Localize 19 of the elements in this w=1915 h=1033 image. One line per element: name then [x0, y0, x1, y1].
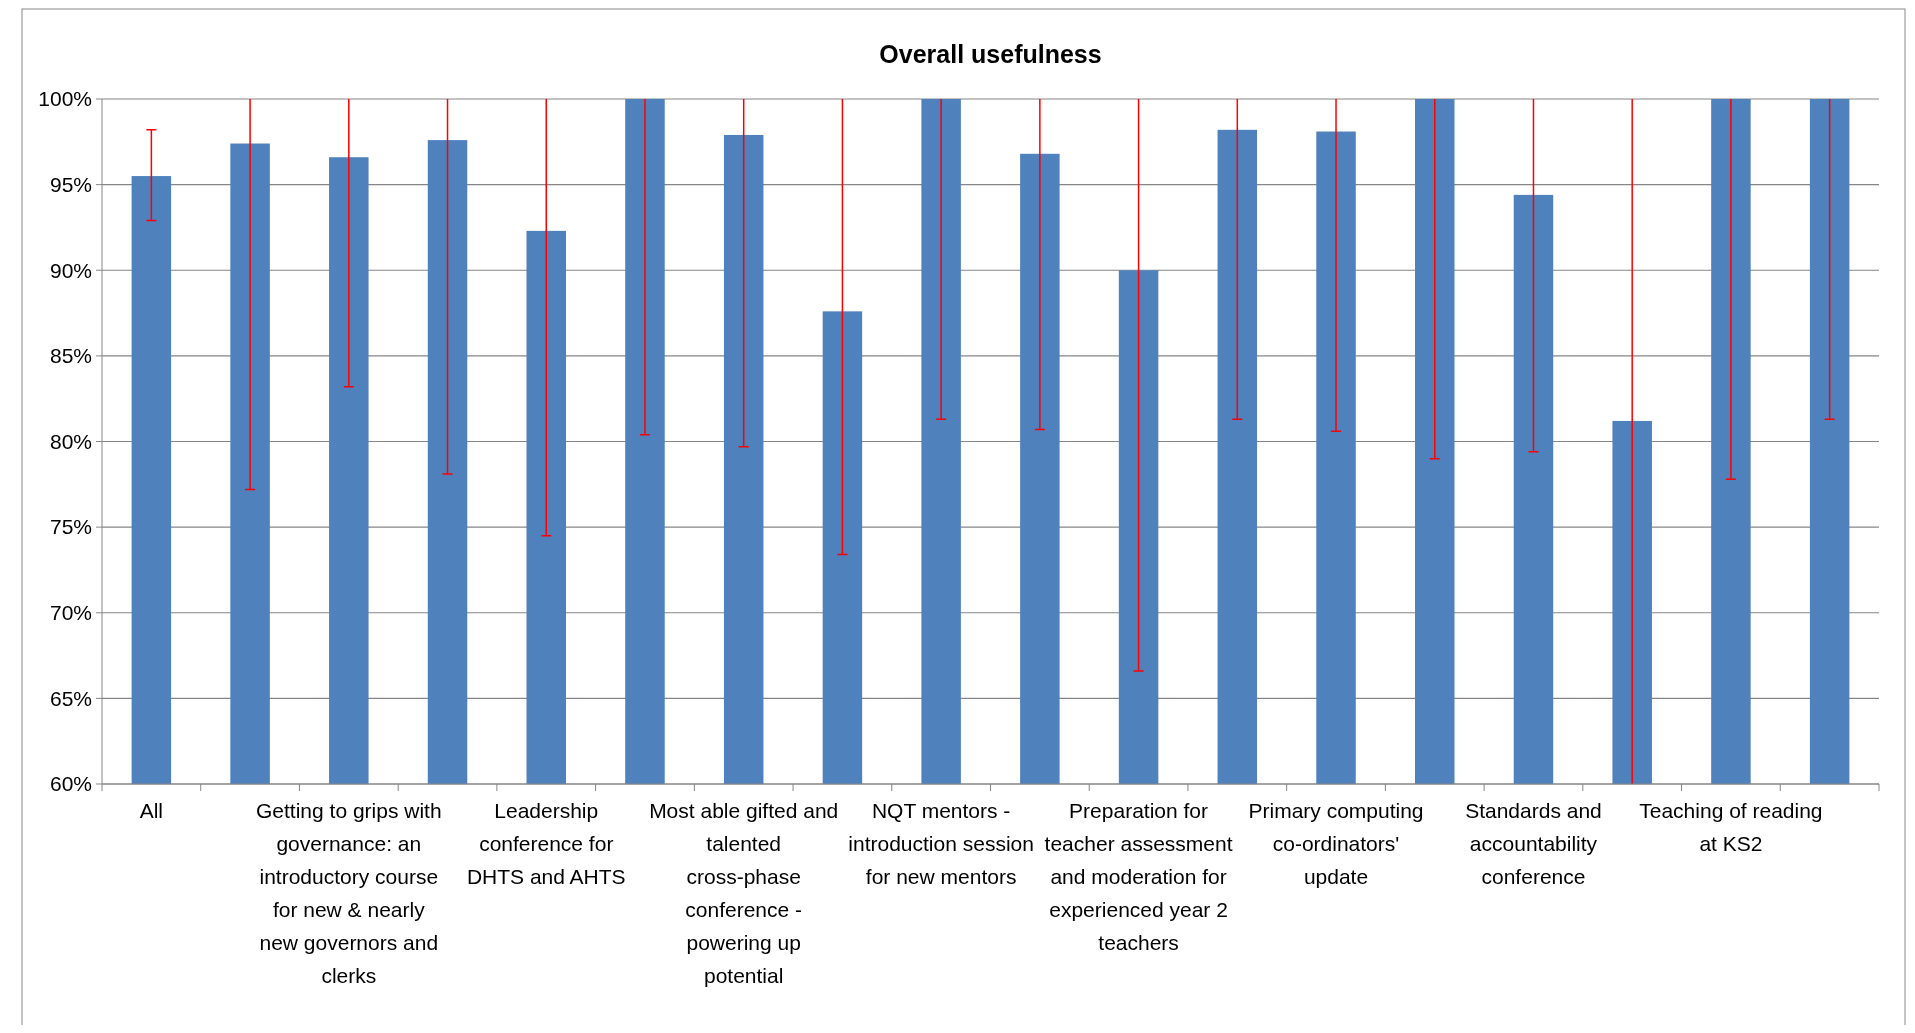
- y-tick-label: 90%: [49, 258, 92, 282]
- y-tick-label: 95%: [49, 172, 92, 196]
- x-tick-label: Teaching of reading at KS2: [1639, 799, 1823, 855]
- chart-title: Overall usefulness: [879, 40, 1102, 68]
- x-tick-label: All: [139, 799, 164, 822]
- x-tick-label: NQT mentors - introduction session for new mentors: [848, 799, 1034, 888]
- y-tick-label: 80%: [49, 429, 92, 453]
- x-tick-label: Standards and accountability conference: [1465, 799, 1602, 888]
- y-tick-label: 60%: [49, 772, 92, 796]
- x-tick-label: Most able gifted and talented cross-phase conference - powering up potential: [649, 799, 839, 987]
- x-tick-label: Primary computing co-ordinators' update: [1248, 799, 1424, 888]
- y-tick-label: 70%: [49, 601, 92, 625]
- y-tick-label: 65%: [49, 686, 92, 710]
- y-tick-label: 100%: [38, 87, 92, 111]
- x-tick-label: Preparation for teacher assessment and moderation for experienced year 2 teachers: [1044, 799, 1233, 954]
- y-tick-label: 85%: [49, 344, 92, 368]
- y-tick-label: 75%: [49, 515, 92, 539]
- x-tick-label: Getting to grips with governance: an introductory course for new & nearly new governors and clerks: [256, 799, 442, 987]
- x-tick-label: Leadership conference for DHTS and AHTS: [466, 799, 626, 888]
